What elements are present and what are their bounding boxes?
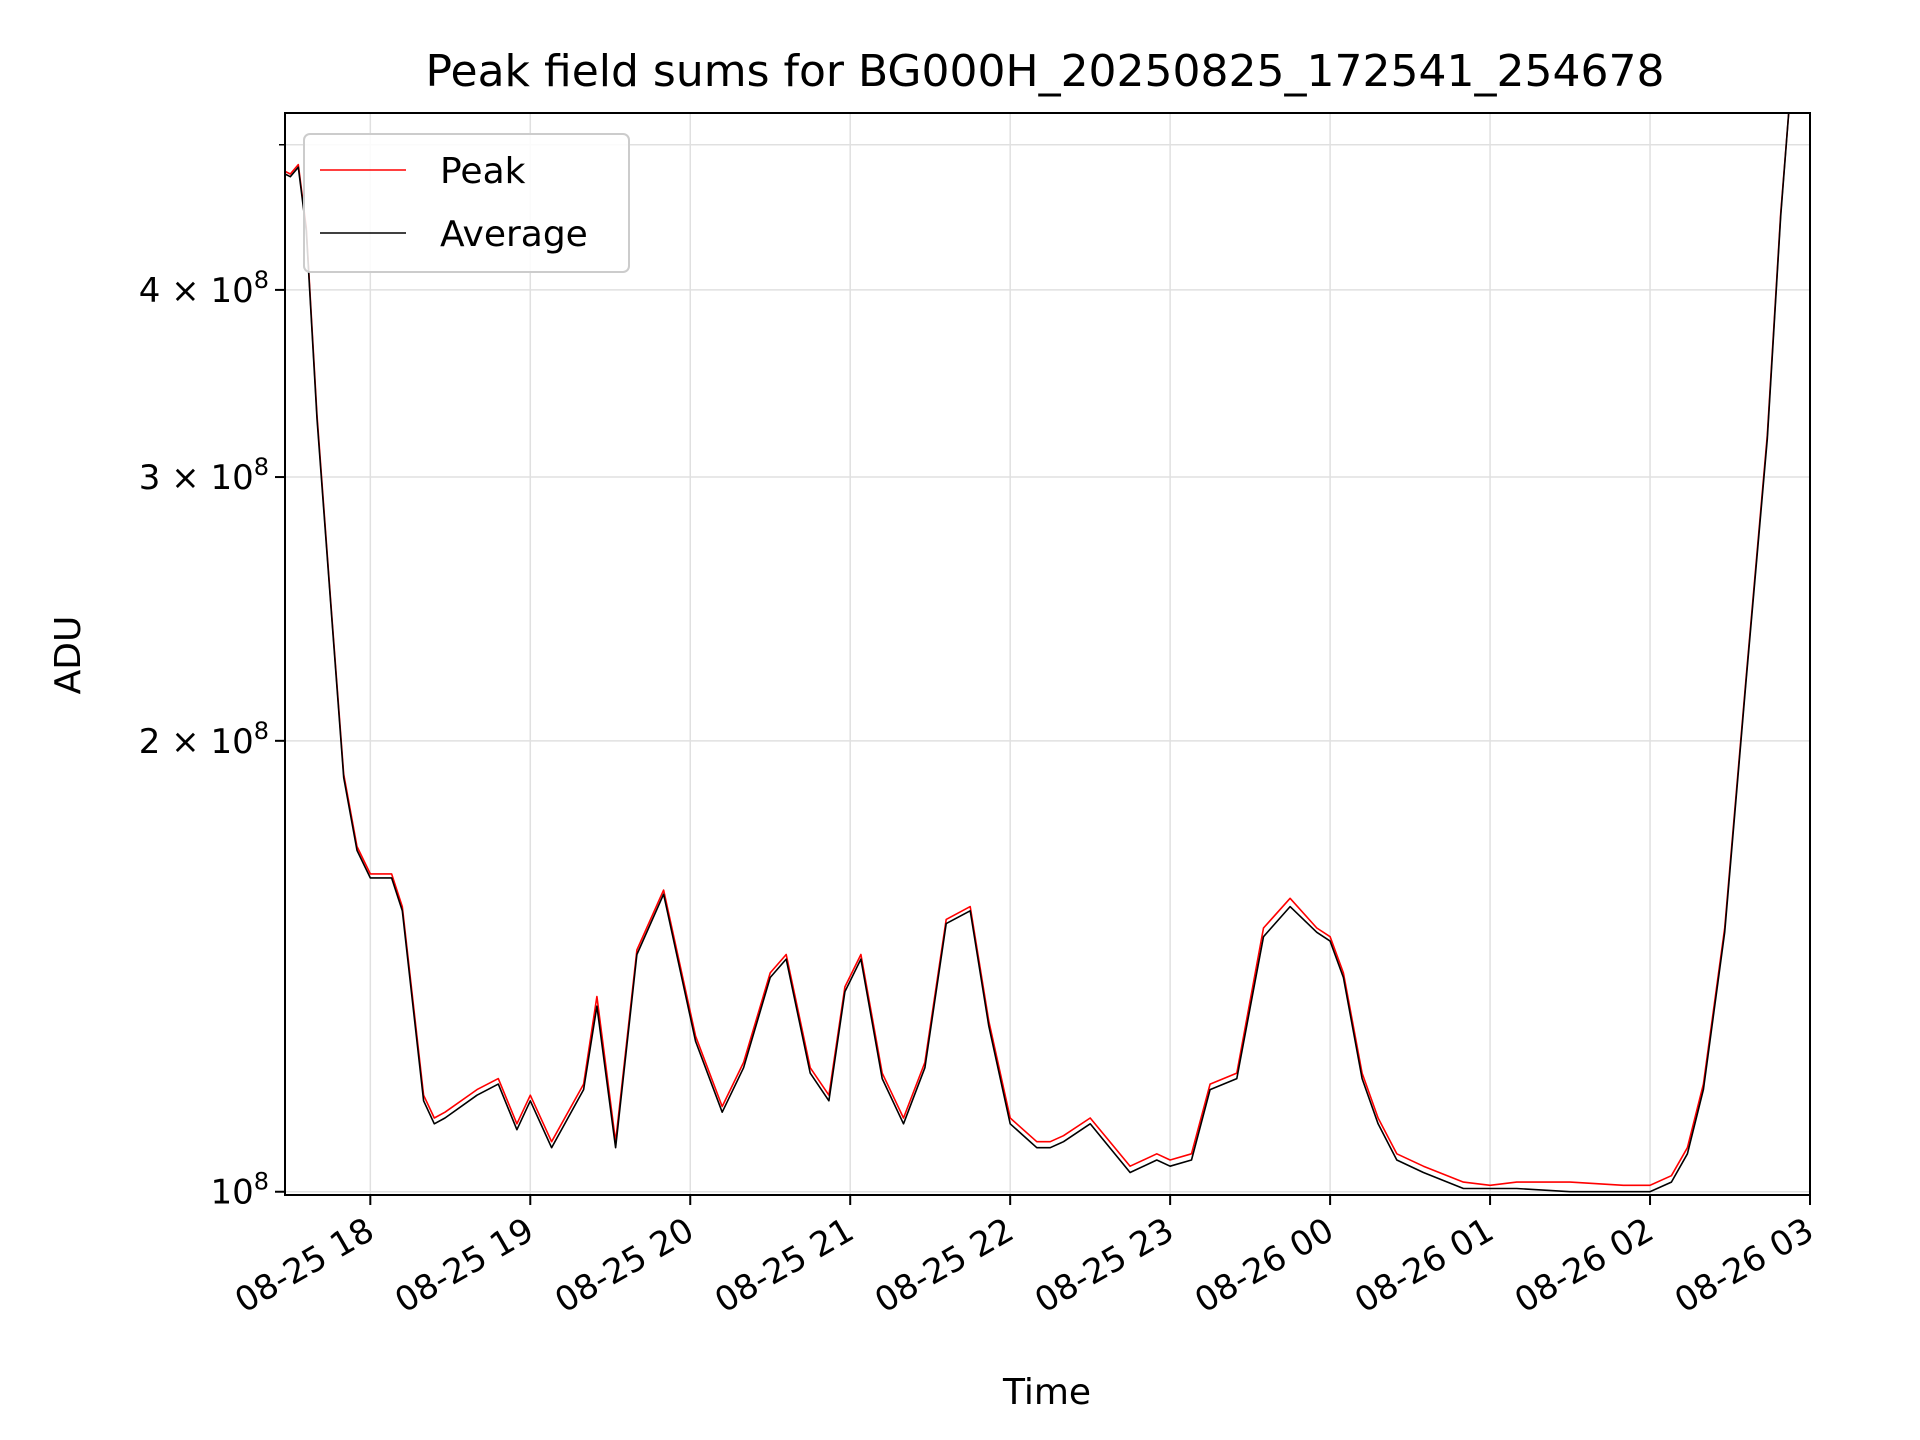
legend-box [303, 133, 630, 273]
series-group [284, 112, 1810, 1193]
legend-label-average: Average [440, 214, 588, 255]
y-axis: 108 2 × 108 3 × 108 4 × 108 [139, 143, 285, 1213]
series-line-peak [284, 112, 1810, 1187]
legend: Peak Average [303, 133, 630, 273]
legend-label-peak: Peak [440, 151, 526, 192]
series-line-average [284, 112, 1810, 1193]
x-axis-label: Time [1002, 1372, 1091, 1413]
plot-frame [284, 112, 1811, 1196]
y-tick-label: 3 × 108 [139, 453, 269, 498]
y-tick-label: 2 × 108 [139, 717, 269, 762]
y-tick-label: 108 [210, 1168, 269, 1213]
y-axis-label: ADU [48, 616, 89, 695]
chart-title: Peak field sums for BG000H_20250825_1725… [426, 46, 1665, 97]
y-tick-label: 4 × 108 [139, 266, 269, 311]
